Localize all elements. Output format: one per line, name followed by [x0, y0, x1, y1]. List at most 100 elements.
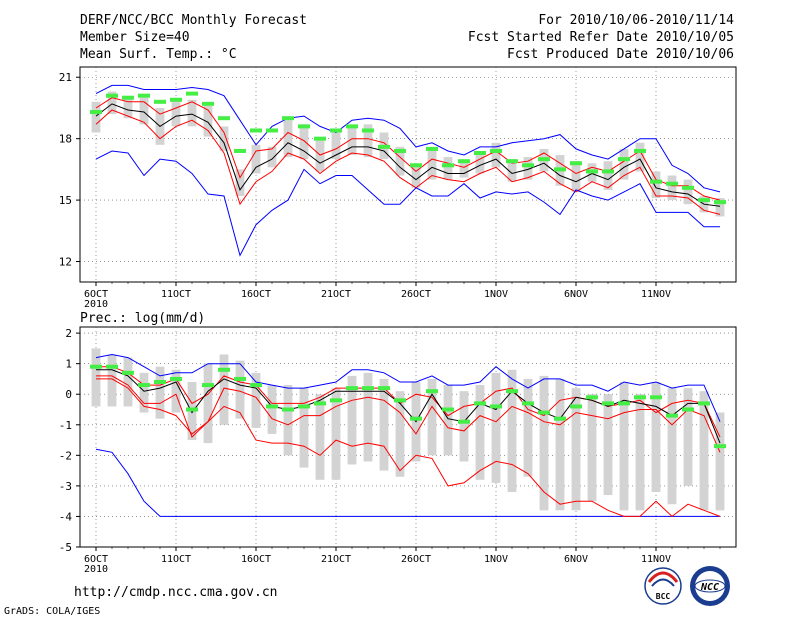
temp-observed-marker	[122, 95, 134, 100]
prec-observed-marker	[394, 398, 406, 403]
prec-ytick-label: 2	[65, 327, 72, 340]
prec-observed-marker	[298, 404, 310, 409]
temp-spread-box	[715, 198, 725, 217]
prec-spread-box	[539, 375, 549, 511]
temp-spread-box	[635, 142, 645, 172]
prec-observed-marker	[106, 364, 118, 369]
temp-observed-marker	[330, 128, 342, 133]
prec-xtick-label: 16OCT	[241, 554, 271, 565]
prec-spread-box	[635, 394, 645, 511]
prec-observed-marker	[650, 395, 662, 400]
ncc-logo: NCC	[690, 566, 730, 606]
figure-title: DERF/NCC/BCC Monthly Forecast	[80, 13, 307, 28]
temp-spread-box	[523, 157, 533, 180]
prec-spread-box	[651, 382, 661, 492]
temp-spread-box	[411, 165, 421, 188]
prec-observed-marker	[522, 401, 534, 406]
prec-observed-marker	[186, 407, 198, 412]
temp-observed-marker	[250, 128, 262, 133]
prec-spread-box	[91, 348, 101, 407]
temp-observed-marker	[618, 157, 630, 162]
prec-observed-marker	[362, 386, 374, 391]
prec-series-p-lower	[96, 375, 721, 453]
temp-observed-marker	[106, 93, 118, 98]
temp-observed-marker	[570, 161, 582, 166]
prec-spread-box	[459, 391, 469, 462]
prec-spread-box	[171, 369, 181, 413]
temp-observed-marker	[186, 91, 198, 96]
temp-observed-marker	[138, 93, 150, 98]
prec-observed-marker	[602, 401, 614, 406]
prec-spread-box	[395, 391, 405, 477]
prec-observed-marker	[282, 407, 294, 412]
temp-observed-marker	[346, 124, 358, 129]
prec-observed-marker	[506, 389, 518, 394]
source-url[interactable]: http://cmdp.ncc.cma.gov.cn	[74, 585, 278, 600]
temp-spread-box	[347, 126, 357, 156]
prec-spread-box	[699, 391, 709, 511]
temp-spread-box	[331, 132, 341, 160]
temp-xtick-label: 11NOV	[641, 289, 671, 300]
prec-observed-marker	[618, 401, 630, 406]
prec-observed-marker	[250, 383, 262, 388]
prec-ytick-label: 0	[65, 388, 72, 401]
prec-observed-marker	[122, 370, 134, 375]
prec-observed-marker	[698, 401, 710, 406]
temp-spread-box	[603, 161, 613, 190]
prec-xtick-sublabel: 2010	[84, 564, 108, 575]
prec-observed-marker	[554, 416, 566, 421]
temp-spread-box	[123, 97, 133, 119]
prec-xtick-label: 6NOV	[564, 554, 588, 565]
prec-observed-marker	[442, 407, 454, 412]
prec-spread-box	[555, 378, 565, 511]
prec-spread-box	[683, 388, 693, 486]
temp-observed-marker	[458, 159, 470, 164]
prec-xtick-label: 6OCT	[84, 554, 108, 565]
prec-spread-box	[603, 394, 613, 496]
temp-observed-marker	[362, 128, 374, 133]
temp-spread-box	[299, 124, 309, 160]
prec-spread-box	[523, 378, 533, 477]
prec-spread-box	[203, 363, 213, 444]
temp-spread-box	[651, 171, 661, 199]
prec-spread-box	[363, 372, 373, 462]
prec-spread-box	[331, 388, 341, 480]
temp-spread-box	[203, 105, 213, 137]
forecast-start-date: Fcst Started Refer Date 2010/10/05	[468, 30, 734, 45]
prec-spread-box	[587, 394, 597, 502]
temp-observed-marker	[378, 144, 390, 149]
prec-xtick-label: 26OCT	[401, 554, 431, 565]
prec-observed-marker	[218, 367, 230, 372]
prec-observed-marker	[90, 364, 102, 369]
temp-spread-box	[251, 144, 261, 174]
temp-spread-box	[315, 140, 325, 172]
prec-ytick-label: -4	[59, 510, 73, 523]
temp-spread-box	[507, 159, 517, 182]
temp-spread-box	[363, 124, 373, 158]
temp-spread-box	[571, 161, 581, 192]
prec-spread-box	[475, 385, 485, 480]
temp-observed-marker	[266, 128, 278, 133]
variable-label: Mean Surf. Temp.: °C	[80, 47, 237, 62]
prec-observed-marker	[538, 410, 550, 415]
prec-spread-box	[299, 388, 309, 468]
ncc-logo-text: NCC	[700, 582, 719, 593]
prec-spread-box	[315, 394, 325, 480]
prec-ytick-label: -3	[59, 480, 72, 493]
prec-observed-marker	[170, 376, 182, 381]
prec-observed-marker	[682, 407, 694, 412]
prec-spread-box	[155, 366, 165, 419]
temp-xtick-label: 1NOV	[484, 289, 508, 300]
temp-observed-marker	[394, 148, 406, 153]
prec-series-min	[95, 448, 720, 517]
temp-spread-box	[491, 142, 501, 168]
prec-series-mean	[96, 369, 721, 444]
temp-observed-marker	[522, 163, 534, 168]
temp-observed-marker	[298, 124, 310, 129]
temp-spread-box	[475, 150, 485, 174]
prec-spread-box	[667, 388, 677, 505]
temp-xtick-label: 11OCT	[161, 289, 191, 300]
